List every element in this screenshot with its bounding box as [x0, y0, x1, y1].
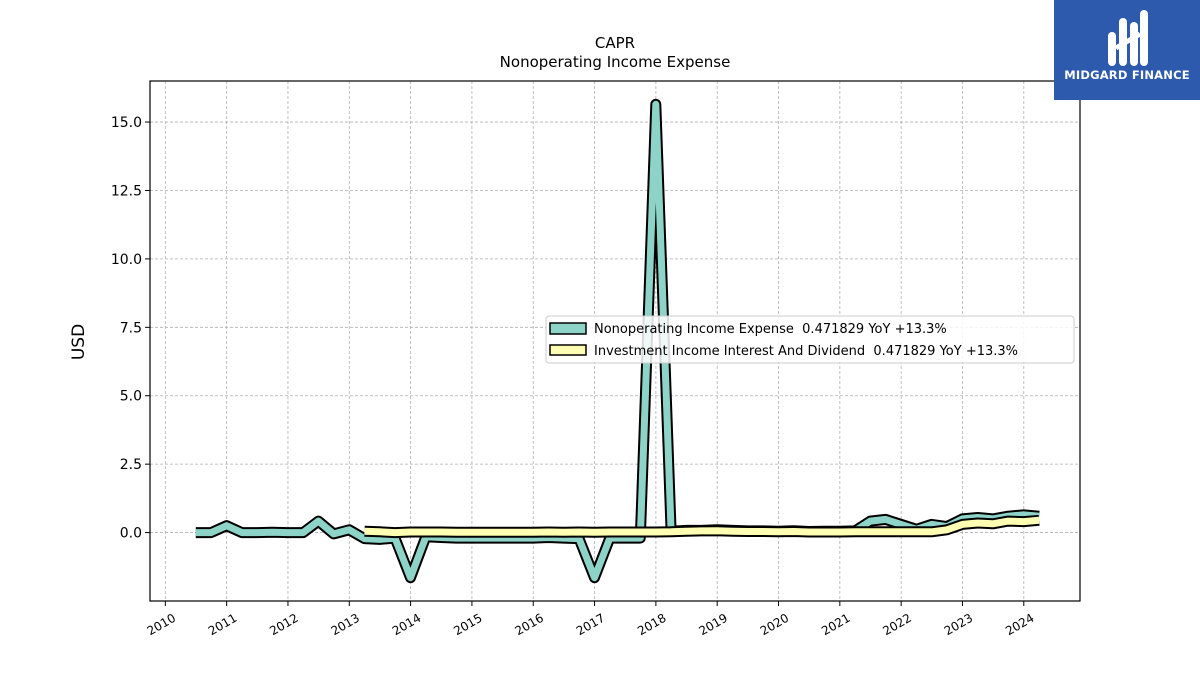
- plot-frame: [149, 80, 1081, 602]
- chart-title: CAPR: [595, 34, 635, 52]
- axes: 2010 2011 2012 2013 2014 2015 2016 2017 2018 2019…: [111, 115, 1037, 638]
- x-tick-label: 2023: [942, 611, 975, 638]
- legend-box: [545, 315, 1075, 364]
- y-axis-label: USD: [69, 324, 89, 360]
- x-tick-label: 2020: [758, 611, 791, 638]
- x-tick-label: 2014: [390, 611, 423, 638]
- legend-label-nonoperating: Nonoperating Income Expense 0.471829 YoY…: [594, 322, 947, 337]
- series-line-nonoperating: [195, 100, 1040, 582]
- x-tick-label: 2018: [635, 611, 668, 638]
- series-layer: [195, 98, 1040, 584]
- brand-name: MIDGARD FINANCE: [1064, 68, 1190, 82]
- series-line-investment: [364, 516, 1040, 537]
- x-tick-label: 2016: [513, 611, 546, 638]
- x-tick-label: 2013: [329, 611, 362, 638]
- chart-subtitle: Nonoperating Income Expense: [500, 53, 731, 71]
- legend-swatch-nonoperating: [549, 322, 587, 335]
- x-tick-label: 2011: [206, 611, 239, 638]
- y-tick-label: 5.0: [120, 389, 142, 405]
- x-tick-label: 2012: [267, 611, 300, 638]
- y-tick-label: 2.5: [120, 457, 142, 473]
- y-tick-label: 15.0: [111, 115, 142, 131]
- legend-swatch-investment: [549, 344, 587, 356]
- x-tick-label: 2015: [451, 611, 484, 638]
- legend-label-investment: Investment Income Interest And Dividend …: [594, 344, 1018, 359]
- x-tick-label: 2022: [880, 611, 913, 638]
- logo-mark-icon: [1108, 10, 1148, 66]
- brand-logo: MIDGARD FINANCE: [1054, 0, 1200, 100]
- x-tick-label: 2019: [696, 611, 729, 638]
- y-tick-label: 12.5: [111, 183, 142, 199]
- x-tick-label: 2017: [574, 611, 607, 638]
- y-tick-label: 0.0: [120, 526, 142, 542]
- x-tick-label: 2024: [1003, 611, 1036, 638]
- x-tick-label: 2010: [145, 611, 178, 638]
- y-tick-label: 10.0: [111, 252, 142, 268]
- legend: Nonoperating Income Expense 0.471829 YoY…: [545, 315, 1075, 364]
- y-tick-label: 7.5: [120, 320, 142, 336]
- x-tick-label: 2021: [819, 611, 852, 638]
